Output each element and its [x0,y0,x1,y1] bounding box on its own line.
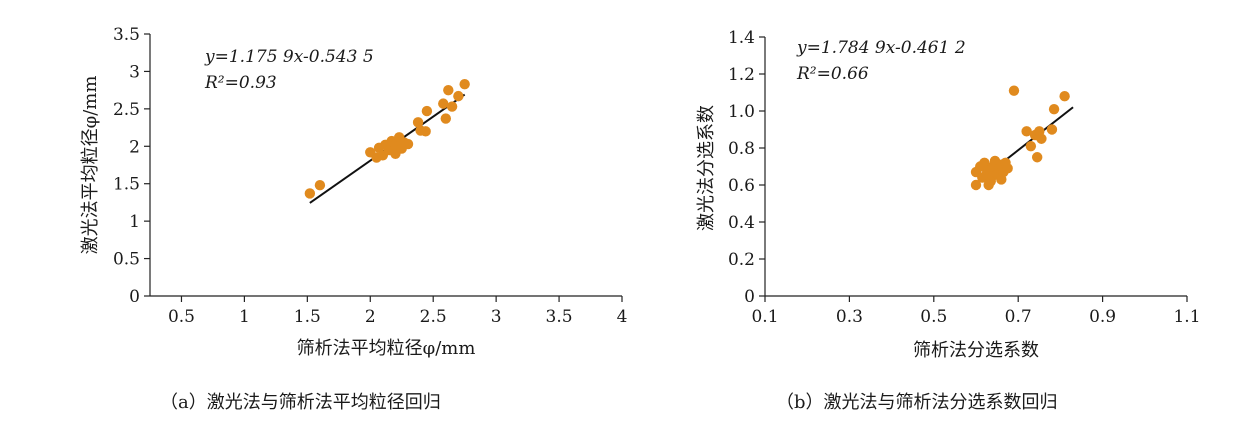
y-tick-label: 0.6 [728,176,755,196]
y-tick-label: 1.2 [728,65,755,85]
x-tick-label: 0.9 [1089,307,1116,327]
data-point [1036,133,1047,144]
y-tick-label: 3 [129,62,140,82]
data-point [438,98,449,109]
data-point [1048,103,1060,115]
y-axis-title-b: 激光法分选系数 [696,105,717,231]
x-tick-label: 4 [617,307,628,327]
data-point [453,90,464,102]
data-point [443,84,454,96]
r-squared-b: R²=0.66 [796,64,869,84]
data-point [412,117,424,128]
y-tick-label: 0.2 [728,250,755,270]
x-tick-label: 3 [491,307,502,327]
x-axis-title-b: 筛析法分选系数 [913,340,1039,361]
data-point [1025,140,1037,152]
y-tick-label: 2 [129,137,140,157]
x-axis-title-a: 筛析法平均粒径φ/mm [297,338,476,359]
caption-a: （a）激光法与筛析法平均粒径回归 [160,392,441,413]
data-point [1002,163,1013,174]
y-tick-label: 0 [744,287,755,307]
data-point [1046,124,1058,135]
y-tick-label: 2.5 [113,100,140,120]
data-point [1031,152,1043,163]
caption-b: （b）激光法与筛析法分选系数回归 [776,392,1058,413]
x-tick-label: 2.5 [420,307,447,327]
y-tick-label: 0 [129,287,140,307]
x-tick-label: 3.5 [546,307,573,327]
data-point [459,78,470,90]
data-point [421,105,433,117]
data-point [970,179,982,191]
y-tick-label: 3.5 [113,25,140,45]
y-tick-label: 1.0 [728,102,755,122]
data-point [440,113,451,124]
y-tick-label: 1 [129,212,140,232]
x-tick-label: 2 [365,307,376,327]
data-point [1008,85,1020,96]
y-tick-label: 0.8 [728,139,755,159]
x-tick-label: 0.5 [920,307,947,327]
x-tick-label: 1.1 [1173,307,1200,327]
x-tick-label: 0.7 [1005,307,1032,327]
data-point [1021,126,1032,137]
x-tick-label: 0.5 [168,307,195,327]
y-tick-label: 1.5 [113,175,140,195]
y-tick-label: 1.4 [728,28,755,48]
data-point [402,138,414,150]
data-point [304,188,316,199]
x-tick-label: 0.3 [836,307,863,327]
x-tick-label: 0.1 [751,307,778,327]
x-tick-label: 1 [239,307,250,327]
data-point [446,101,458,112]
regression-equation-a: y=1.175 9x-0.543 5 [204,47,374,67]
regression-equation-b: y=1.784 9x-0.461 2 [796,38,966,58]
data-point [314,180,326,191]
y-tick-label: 0.4 [728,213,755,233]
x-tick-label: 1.5 [294,307,321,327]
y-axis-title-a: 激光法平均粒径φ/mm [80,76,101,255]
r-squared-a: R²=0.93 [204,73,277,93]
y-tick-label: 0.5 [113,250,140,270]
data-point [1059,91,1070,102]
data-point [420,126,431,137]
